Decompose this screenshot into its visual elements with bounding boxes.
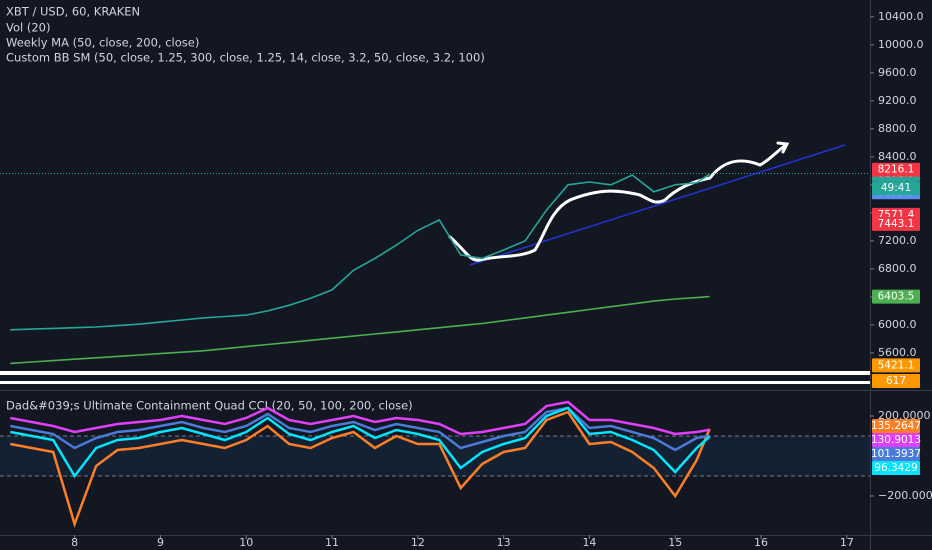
y-tick-label: 200.0000 — [878, 409, 931, 422]
price-badge-bg — [872, 216, 920, 231]
last-value-badge-bg — [872, 433, 920, 447]
x-tick-label: 11 — [325, 536, 339, 549]
price-badge: 8216.1 — [878, 164, 915, 176]
indicator-label: Vol (20) — [6, 21, 50, 35]
price-badge: 7443.1 — [878, 218, 915, 230]
cci-title: Dad&#039;s Ultimate Containment Quad CCI… — [6, 399, 413, 413]
symbol-title: XBT / USD, 60, KRAKEN — [6, 5, 140, 19]
indicator-label: Weekly MA (50, close, 200, close) — [6, 36, 199, 50]
price-badge: 5421.1 — [878, 359, 915, 371]
last-value-badge-bg — [872, 461, 920, 475]
y-tick-label: 6800.0 — [878, 262, 917, 275]
last-value-badge: 135.2647 — [871, 420, 921, 432]
trend-line — [469, 144, 846, 266]
last-value-badge-bg — [872, 419, 920, 433]
y-tick-label: 6000.0 — [878, 318, 917, 331]
last-value-badge: 96.3429 — [874, 462, 917, 474]
x-tick-label: 17 — [840, 536, 854, 549]
drawn-arrow — [448, 141, 790, 262]
price-badge-bg — [872, 162, 920, 177]
indicator-label: Custom BB SM (50, close, 1.25, 300, clos… — [6, 51, 485, 65]
last-value-badge: 101.3937 — [871, 448, 921, 460]
last-value-badge-bg — [872, 447, 920, 461]
series-line — [10, 173, 711, 331]
series-line — [10, 400, 710, 436]
price-badge-bg — [872, 358, 920, 373]
y-tick-label: 7200.0 — [878, 234, 917, 247]
y-tick-label: 10000.0 — [878, 38, 924, 51]
x-tick-label: 13 — [497, 536, 511, 549]
x-tick-label: 14 — [582, 536, 596, 549]
last-value-badge: 130.9013 — [871, 434, 921, 446]
y-tick-label: 5600.0 — [878, 346, 917, 359]
cci-band — [0, 436, 870, 476]
last-value-badge-bg — [872, 289, 920, 304]
y-tick-label: 8800.0 — [878, 122, 917, 135]
series-line — [10, 406, 710, 452]
x-tick-label: 12 — [411, 536, 425, 549]
y-tick-label: 10400.0 — [878, 10, 924, 23]
series-line — [10, 410, 711, 528]
countdown-badge-bg — [872, 181, 920, 196]
x-tick-label: 8 — [71, 536, 78, 549]
volume-badge-bg — [872, 374, 920, 388]
y-tick-label: 9600.0 — [878, 66, 917, 79]
drawn-line — [0, 371, 870, 375]
x-tick-label: 16 — [754, 536, 768, 549]
series-line — [10, 295, 710, 365]
x-tick-label: 9 — [157, 536, 164, 549]
y-tick-label: 9200.0 — [878, 94, 917, 107]
last-value-badge: 6403.5 — [878, 291, 915, 303]
series-line — [10, 406, 711, 479]
y-tick-label: −200.0000 — [878, 489, 932, 502]
countdown-badge: 49:41 — [881, 182, 911, 194]
x-tick-label: 15 — [668, 536, 682, 549]
y-tick-label: 8400.0 — [878, 150, 917, 163]
x-tick-label: 10 — [239, 536, 253, 549]
drawn-line — [0, 381, 870, 384]
volume-badge: 617 — [886, 375, 906, 387]
